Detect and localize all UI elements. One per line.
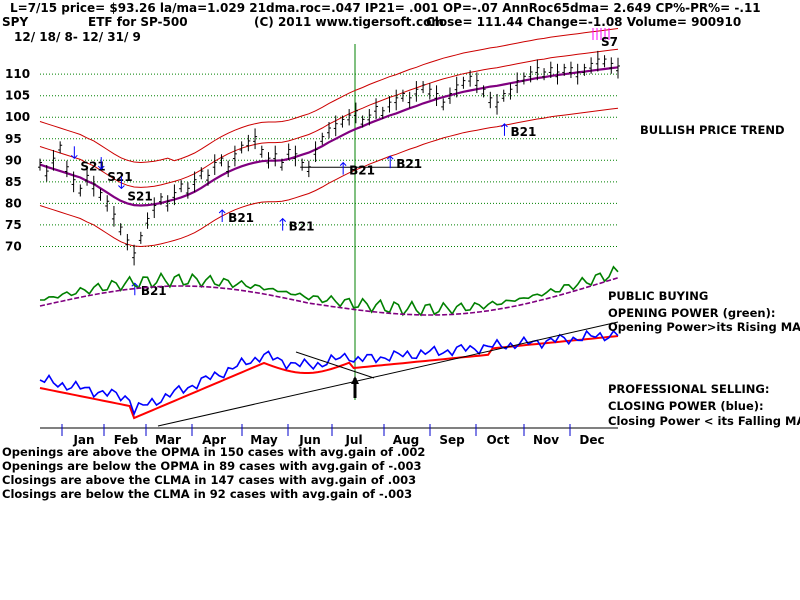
opening-power-ma-line [39, 277, 619, 316]
professional-selling-label: PROFESSIONAL SELLING: [608, 382, 770, 396]
sell-signal-label: S7 [601, 35, 618, 49]
stat-line: Closings are below the CLMA in 92 cases … [2, 487, 413, 501]
stat-line: Openings are above the OPMA in 150 cases… [2, 445, 426, 459]
trend-line [295, 351, 375, 379]
signal-label: B21 [396, 157, 422, 171]
month-label: Apr [202, 433, 226, 447]
signal-arrow-head [131, 282, 139, 287]
opening-power-label: OPENING POWER (green): [608, 306, 776, 320]
chart-subtitle: ETF for SP-500 [88, 15, 188, 29]
date-range: 12/ 18/ 8- 12/ 31/ 9 [14, 30, 141, 44]
signal-label: S21 [107, 170, 132, 184]
closing-power-line [39, 329, 619, 417]
signal-label: B21 [510, 125, 536, 139]
y-tick-label: 105 [5, 89, 30, 103]
y-tick-label: 80 [5, 196, 22, 210]
month-label: May [250, 433, 278, 447]
month-label: Feb [114, 433, 139, 447]
month-label: Nov [533, 433, 559, 447]
trend-line [157, 321, 619, 427]
month-label: Dec [579, 433, 604, 447]
quote-summary: Close= 111.44 Change=-1.08 Volume= 90091… [426, 15, 742, 29]
public-buying-label: PUBLIC BUYING [608, 289, 709, 303]
signal-arrow-head [501, 123, 508, 128]
signal-arrow-head [218, 209, 226, 214]
month-label: Sep [439, 433, 465, 447]
bullish-trend-label: BULLISH PRICE TREND [640, 123, 785, 137]
signal-arrow-head [386, 155, 394, 160]
signal-arrow-head [118, 185, 125, 190]
upper-band [39, 28, 619, 164]
signal-arrow-head [70, 154, 78, 160]
signal-label: B21 [228, 211, 254, 225]
closing-power-label: CLOSING POWER (blue): [608, 399, 764, 413]
signal-arrow-head [339, 161, 347, 166]
stat-line: Openings are below the OPMA in 89 cases … [2, 459, 422, 473]
closing-power-desc: Closing Power < its Falling MA. [608, 414, 800, 428]
signal-label: B21 [349, 164, 375, 178]
closing-power-ma-line [39, 335, 619, 420]
stat-line: Closings are above the CLMA in 147 cases… [2, 473, 417, 487]
month-label: Oct [486, 433, 509, 447]
y-tick-label: 110 [5, 67, 30, 81]
opening-power-desc: Opening Power>its Rising MA. [608, 320, 800, 334]
month-label: Jan [72, 433, 94, 447]
month-label: Jun [298, 433, 321, 447]
signal-arrow-head [97, 165, 105, 170]
signal-label: S21 [127, 189, 152, 203]
y-tick-label: 95 [5, 132, 22, 146]
y-tick-label: 70 [5, 239, 22, 253]
y-tick-label: 75 [5, 218, 22, 232]
y-tick-label: 100 [5, 110, 30, 124]
signal-label: B21 [289, 220, 315, 234]
month-label: Jul [344, 433, 362, 447]
month-label: Aug [393, 433, 419, 447]
ticker-symbol: SPY [2, 15, 29, 29]
header-indicators: L=7/15 price= $93.26 la/ma=1.029 21dma.r… [10, 1, 761, 15]
july-arrow-head [351, 376, 359, 384]
opening-power-line [39, 265, 619, 317]
month-label: Mar [155, 433, 181, 447]
inner-upper-band [39, 48, 619, 188]
moving-average-line [39, 66, 619, 207]
copyright: (C) 2011 www.tigersoft.com [254, 15, 444, 29]
signal-arrow-head [279, 217, 287, 222]
signal-label: S21 [80, 159, 105, 173]
lower-band [39, 107, 619, 248]
y-tick-label: 85 [5, 175, 22, 189]
y-tick-label: 90 [5, 153, 22, 167]
